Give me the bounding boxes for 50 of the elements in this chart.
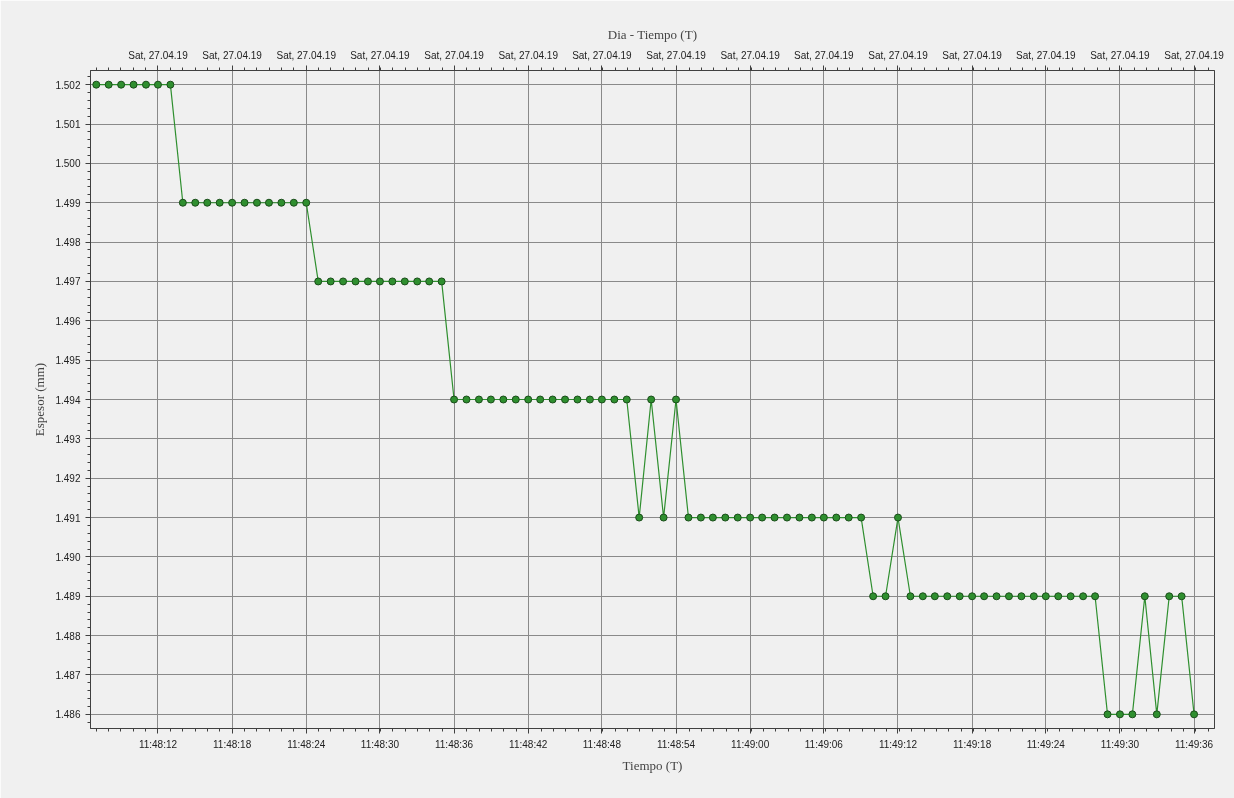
text: Sat, 27.04.19: [498, 49, 559, 61]
text: Sat, 27.04.19: [794, 49, 855, 61]
y-axis-title: Espesor (mm): [32, 362, 48, 437]
y-tick-label: 1.490: [55, 551, 81, 563]
x-tick-label: 11:49:24: [1026, 738, 1066, 750]
x-axis-title: Tiempo (T): [622, 757, 683, 773]
x-tick-label: 11:48:54: [656, 738, 696, 750]
x-tick-label: 11:48:36: [434, 738, 474, 750]
y-tick-label: 1.487: [55, 669, 81, 681]
x-tick-label: 11:48:18: [213, 738, 252, 750]
text: Sat, 27.04.19: [720, 49, 781, 61]
text: Sat, 27.04.19: [1016, 49, 1076, 61]
text: Sat, 27.04.19: [202, 49, 263, 61]
y-tick-label: 1.500: [55, 158, 81, 170]
y-tick-label: 1.495: [55, 355, 81, 367]
y-tick-label: 1.501: [55, 119, 81, 131]
x-tick-label: 11:48:24: [287, 738, 326, 750]
text: Sat, 27.04.19: [646, 49, 707, 61]
y-tick-label: 1.493: [55, 433, 81, 445]
x-tick-label: 11:49:00: [731, 738, 770, 750]
y-tick-label: 1.497: [55, 276, 81, 288]
x2-axis-title: Dia - Tiempo (T): [607, 26, 697, 42]
x-tick-label: 11:48:30: [360, 738, 400, 750]
y-tick-label: 1.498: [55, 237, 81, 249]
text: Sat, 27.04.19: [128, 49, 189, 61]
y-tick-label: 1.492: [55, 473, 81, 485]
text: Sat, 27.04.19: [942, 49, 1003, 61]
y-tick-label: 1.502: [55, 79, 81, 91]
y-tick-label: 1.491: [55, 512, 81, 524]
x-tick-label: 11:49:30: [1100, 738, 1140, 750]
text: Sat, 27.04.19: [572, 49, 633, 61]
x-tick-label: 11:49:18: [953, 738, 992, 750]
y-tick-label: 1.494: [55, 394, 81, 406]
x-tick-label: 11:48:12: [138, 738, 178, 750]
text: Sat, 27.04.19: [868, 49, 929, 61]
x-tick-label: 11:48:42: [509, 738, 548, 750]
y-tick-label: 1.486: [55, 709, 81, 721]
y-tick-label: 1.488: [55, 630, 81, 642]
text: Sat, 27.04.19: [1090, 49, 1151, 61]
text: Sat, 27.04.19: [424, 49, 485, 61]
x-tick-label: 11:49:36: [1174, 738, 1214, 750]
text: Sat, 27.04.19: [1164, 49, 1225, 61]
text: Sat, 27.04.19: [350, 49, 411, 61]
x-tick-label: 11:49:12: [878, 738, 918, 750]
y-tick-label: 1.489: [55, 591, 81, 603]
y-tick-label: 1.499: [55, 197, 81, 209]
x-tick-label: 11:49:06: [804, 738, 844, 750]
y-tick-label: 1.496: [55, 315, 81, 327]
text: Sat, 27.04.19: [276, 49, 337, 61]
x-tick-label: 11:48:48: [582, 738, 622, 750]
